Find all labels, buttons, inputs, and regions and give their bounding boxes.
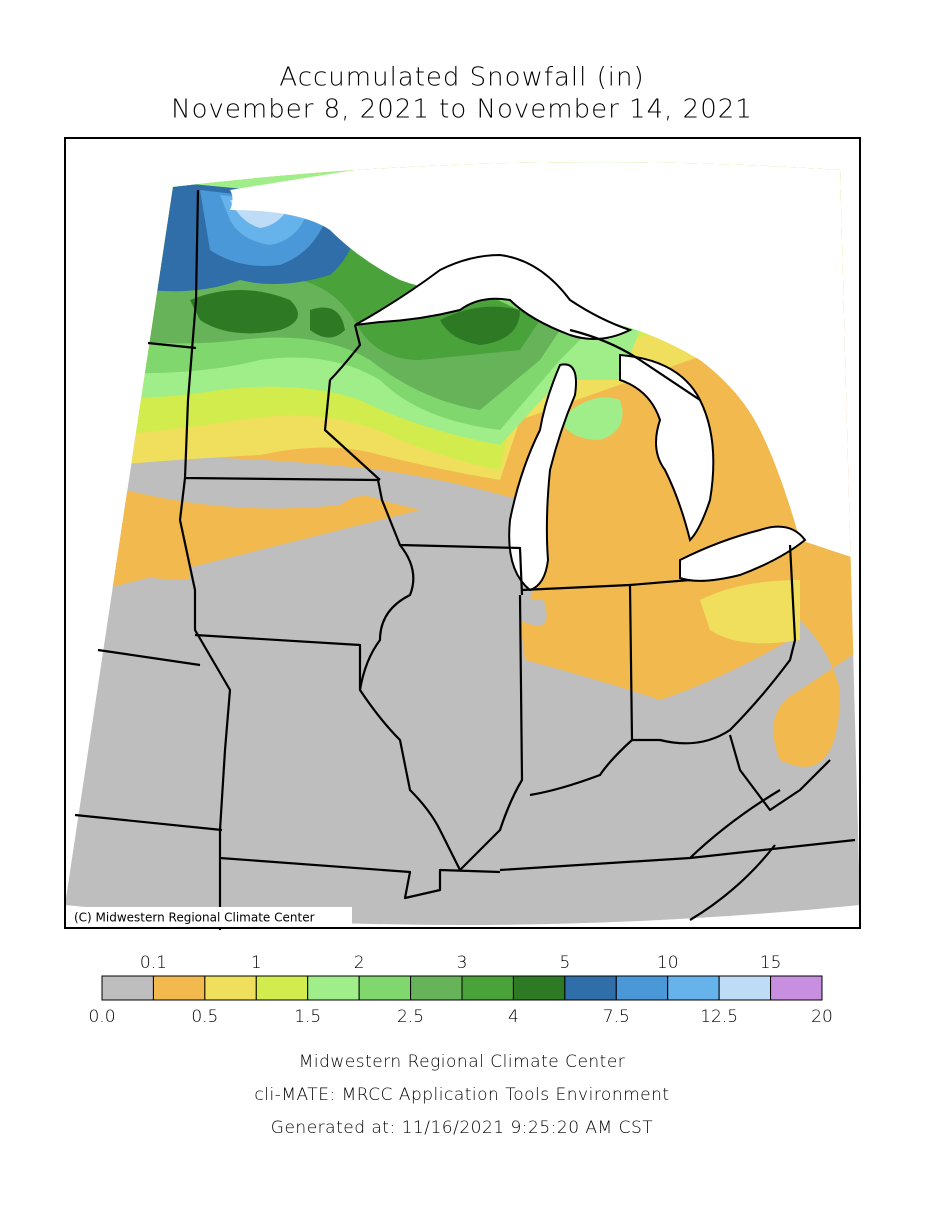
legend-label: 0.1 [140,953,167,973]
legend-label: 12.5 [700,1007,738,1027]
legend-swatch [667,975,720,1001]
legend: 0.0 0.1 0.5 1 1.5 2 2.5 3 4 5 7.5 10 12.5 15 20 [88,953,832,1027]
credit-box [67,907,352,927]
legend-label: 3 [457,953,468,973]
legend-label: 0.0 [88,1007,115,1027]
legend-label: 7.5 [603,1007,630,1027]
legend-swatch [255,975,309,1001]
legend-label: 1 [251,953,262,973]
legend-label: 10 [657,953,679,973]
legend-swatch [152,975,206,1001]
credit: (C) Midwestern Regional Climate Center [74,911,315,925]
legend-label: 20 [811,1007,833,1027]
legend-swatch [770,975,823,1001]
title: Accumulated Snowfall (in) [279,63,644,93]
legend-swatch [101,975,154,1001]
legend-label: 0.5 [191,1007,218,1027]
legend-swatch [358,975,412,1001]
map-frame [64,137,861,929]
footer-line: cli-MATE: MRCC Application Tools Environ… [254,1085,669,1105]
legend-label: 2 [354,953,365,973]
legend-swatch [512,975,566,1001]
footer-line: Midwestern Regional Climate Center [299,1052,626,1072]
subtitle: November 8, 2021 to November 14, 2021 [171,95,753,125]
legend-label: 4 [508,1007,519,1027]
legend-swatch [461,975,514,1001]
legend-swatch [410,975,463,1001]
legend-label: 15 [760,953,782,973]
legend-label: 5 [559,953,570,973]
legend-label: 2.5 [397,1007,424,1027]
footer-line: Generated at: 11/16/2021 9:25:20 AM CST [271,1118,653,1138]
legend-swatch [307,975,360,1001]
map-fill [65,162,860,926]
legend-swatch [204,975,257,1001]
legend-label: 1.5 [294,1007,321,1027]
state-borders [74,189,856,930]
legend-swatch [615,975,669,1001]
legend-swatch [564,975,617,1001]
legend-swatch [718,975,772,1001]
